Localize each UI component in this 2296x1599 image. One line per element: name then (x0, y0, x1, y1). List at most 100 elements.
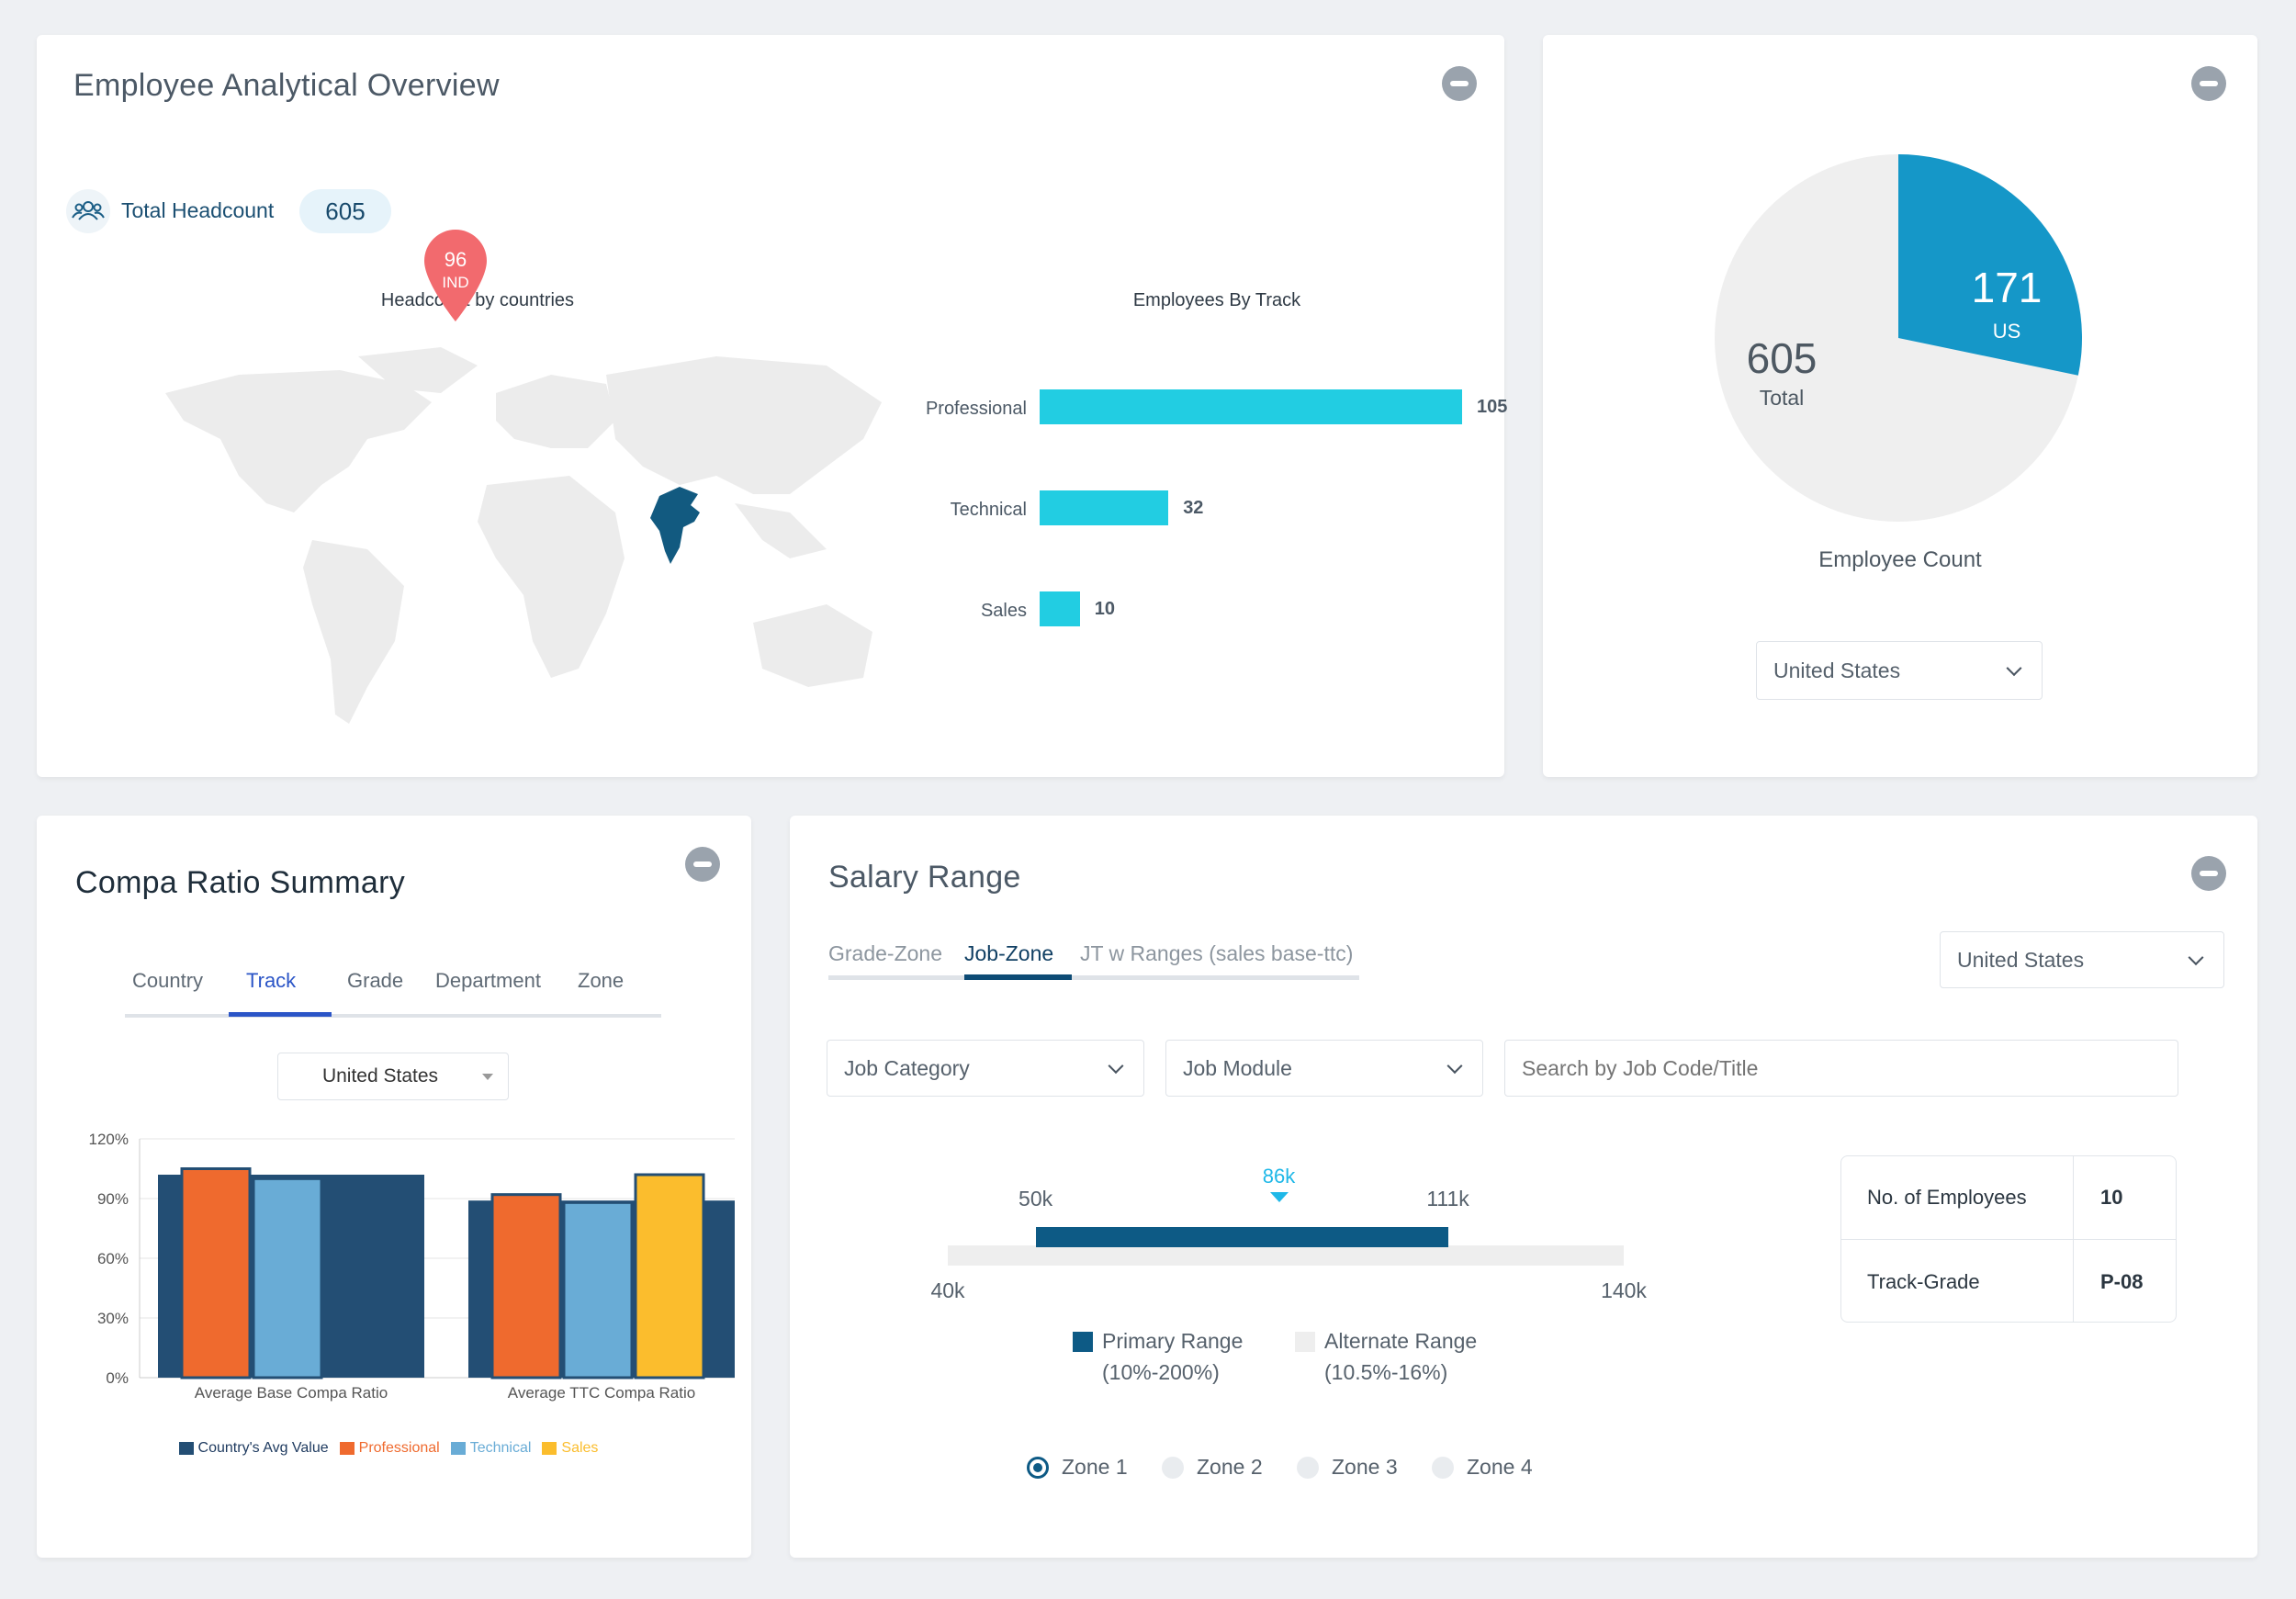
legend-swatch (178, 1442, 194, 1455)
job-module-select[interactable]: Job Module (1165, 1040, 1483, 1097)
y-tick-label: 120% (89, 1131, 129, 1148)
tab-jt-ranges[interactable]: JT w Ranges (sales base-ttc) (1080, 941, 1354, 965)
map-asia (606, 356, 882, 494)
legend-item[interactable]: Technical (450, 1440, 531, 1457)
tab-grade[interactable]: Grade (347, 969, 404, 992)
compa-country-select[interactable]: United States (277, 1053, 509, 1100)
world-map (165, 347, 882, 724)
map-pin-icon[interactable] (419, 226, 492, 327)
zone-4-label: Zone 4 (1467, 1455, 1533, 1479)
pie-us-label: US (1992, 320, 2021, 343)
compa-ratio-card: Compa Ratio Summary Country Track Grade … (37, 816, 751, 1558)
overview-title: Employee Analytical Overview (73, 68, 500, 103)
bar-technical[interactable] (252, 1177, 323, 1379)
map-europe (496, 375, 615, 448)
legend-swatch (542, 1442, 557, 1455)
headcount-label: Total Headcount (121, 198, 275, 222)
compa-title: Compa Ratio Summary (75, 865, 406, 900)
headcount-icon (66, 189, 110, 233)
legend-primary-pct: (10%-200%) (1102, 1360, 1220, 1384)
zone-4-radio[interactable]: Zone 4 (1432, 1455, 1533, 1480)
tab-zone[interactable]: Zone (578, 969, 625, 992)
track-bar[interactable] (1040, 490, 1169, 525)
zone-1-label: Zone 1 (1062, 1455, 1128, 1479)
tab-job-zone-underline (964, 974, 1072, 980)
legend-item[interactable]: Country's Avg Value (178, 1440, 329, 1457)
legend-item[interactable]: Sales (542, 1440, 598, 1457)
radio-icon (1162, 1456, 1184, 1479)
zone-2-label: Zone 2 (1197, 1455, 1263, 1479)
tab-track-underline (229, 1012, 332, 1017)
zone-1-radio[interactable]: Zone 1 (1027, 1455, 1128, 1480)
legend-alternate-swatch (1295, 1332, 1315, 1352)
bar-technical[interactable] (562, 1200, 634, 1379)
y-tick-label: 90% (97, 1190, 129, 1208)
track-bar[interactable] (1040, 389, 1462, 424)
job-category-value: Job Category (844, 1055, 970, 1080)
pie-total-value: 605 (1746, 334, 1818, 382)
info-track-grade-label: Track-Grade (1867, 1270, 1980, 1293)
tab-track[interactable]: Track (246, 969, 297, 992)
salary-country-select-value: United States (1957, 947, 2085, 972)
map-pin-code: IND (442, 274, 469, 291)
collapse-icon[interactable] (685, 847, 720, 882)
compa-tabs-track (125, 1014, 661, 1018)
legend-label: Professional (358, 1440, 440, 1456)
alternate-range-bar (948, 1245, 1624, 1266)
pie-us-value: 171 (1971, 264, 2043, 311)
radio-icon (1432, 1456, 1454, 1479)
tab-grade-zone[interactable]: Grade-Zone (828, 941, 943, 965)
salary-range-card: Salary Range Grade-Zone Job-Zone JT w Ra… (790, 816, 2257, 1558)
track-bar-value: 10 (1094, 599, 1116, 619)
map-pin-value: 96 (444, 248, 467, 271)
legend-primary-swatch (1073, 1332, 1093, 1352)
legend-swatch (339, 1442, 355, 1455)
legend-swatch (450, 1442, 466, 1455)
collapse-icon[interactable] (2191, 66, 2226, 101)
employee-count-card: 605 Total 171 US Employee Count United S… (1543, 35, 2257, 777)
job-category-select[interactable]: Job Category (827, 1040, 1144, 1097)
chevron-down-icon (1446, 1058, 1463, 1075)
zone-2-radio[interactable]: Zone 2 (1162, 1455, 1263, 1480)
range-marker-label: 86k (1262, 1165, 1296, 1188)
tab-country[interactable]: Country (132, 969, 204, 992)
legend-label: Country's Avg Value (197, 1440, 329, 1456)
bar-sales[interactable] (634, 1173, 705, 1379)
map-north-america (165, 370, 432, 512)
tab-department[interactable]: Department (435, 969, 541, 992)
legend-primary-label: Primary Range (1102, 1329, 1244, 1353)
salary-range-chart: 86k 50k 111k 40k 140k (930, 1165, 1646, 1302)
compa-legend: Country's Avg Value Professional Technical… (37, 1440, 751, 1459)
info-employees-label: No. of Employees (1867, 1186, 2027, 1209)
country-select[interactable]: United States (1756, 641, 2043, 700)
salary-country-select[interactable]: United States (1940, 931, 2224, 988)
legend-item[interactable]: Professional (339, 1440, 440, 1457)
track-bar-label: Professional (925, 399, 1027, 419)
salary-tabs-track (828, 975, 1359, 980)
y-tick-label: 0% (106, 1369, 129, 1387)
info-divider (1841, 1239, 2176, 1240)
bar-professional[interactable] (490, 1193, 562, 1379)
chevron-down-icon (1108, 1058, 1124, 1075)
job-search-input[interactable] (1504, 1040, 2178, 1097)
pie-caption: Employee Count (1818, 547, 1982, 572)
track-bar[interactable] (1040, 591, 1080, 626)
salary-title: Salary Range (828, 860, 1021, 895)
y-tick-label: 60% (97, 1250, 129, 1267)
map-title: Headcount by countries (380, 290, 575, 310)
track-chart-title: Employees By Track (1132, 290, 1301, 310)
primary-max-label: 111k (1426, 1187, 1469, 1211)
zone-3-label: Zone 3 (1332, 1455, 1398, 1479)
chevron-down-icon (2006, 660, 2022, 677)
collapse-icon[interactable] (2191, 856, 2226, 891)
bar-professional[interactable] (180, 1167, 252, 1379)
info-employees-value: 10 (2100, 1186, 2123, 1209)
info-track-grade-value: P-08 (2100, 1270, 2144, 1293)
collapse-icon[interactable] (1442, 66, 1477, 101)
compa-country-select-value: United States (321, 1065, 439, 1087)
zone-3-radio[interactable]: Zone 3 (1297, 1455, 1398, 1480)
legend-alternate-pct: (10.5%-16%) (1324, 1360, 1448, 1384)
employee-count-pie (1715, 154, 2082, 522)
pie-slice-us[interactable] (1898, 154, 2082, 376)
tab-job-zone[interactable]: Job-Zone (964, 941, 1054, 965)
